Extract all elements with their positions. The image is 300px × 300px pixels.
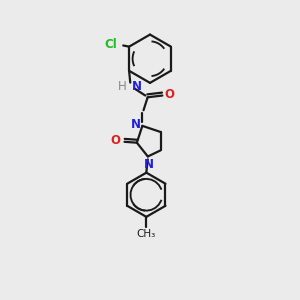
Text: N: N bbox=[130, 118, 141, 131]
Text: O: O bbox=[111, 134, 121, 147]
Text: Cl: Cl bbox=[104, 38, 117, 51]
Text: N: N bbox=[132, 80, 142, 93]
Text: N: N bbox=[144, 158, 154, 171]
Text: O: O bbox=[164, 88, 174, 101]
Text: H: H bbox=[118, 80, 126, 93]
Text: CH₃: CH₃ bbox=[137, 229, 156, 239]
